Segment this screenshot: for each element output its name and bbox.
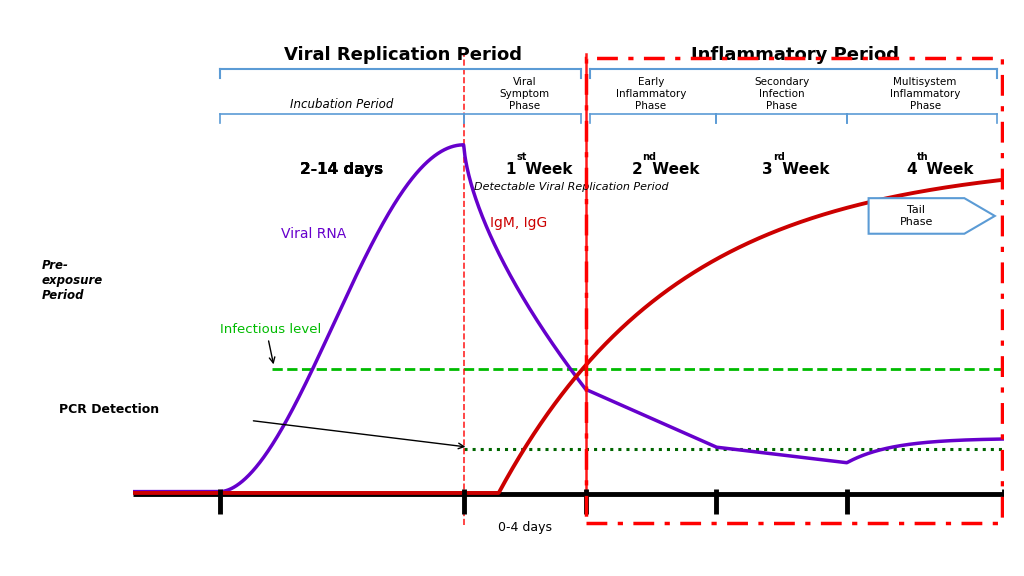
- Text: 2-14 days: 2-14 days: [300, 162, 384, 177]
- Text: IgM, IgG: IgM, IgG: [489, 215, 547, 230]
- Text: Detectable Viral Replication Period: Detectable Viral Replication Period: [474, 182, 669, 192]
- Text: nd: nd: [642, 152, 656, 162]
- Text: 3: 3: [762, 162, 773, 177]
- Text: Viral
Symptom
Phase: Viral Symptom Phase: [500, 77, 550, 112]
- Text: Inflammatory Period: Inflammatory Period: [690, 46, 899, 64]
- Text: Week: Week: [520, 162, 573, 177]
- Text: Pre-
exposure
Period: Pre- exposure Period: [42, 259, 103, 302]
- Text: PCR Detection: PCR Detection: [59, 403, 160, 416]
- Text: Multisystem
Inflammatory
Phase: Multisystem Inflammatory Phase: [890, 77, 961, 112]
- Text: 2: 2: [632, 162, 642, 177]
- Text: 2-14 days: 2-14 days: [300, 162, 384, 177]
- Polygon shape: [868, 198, 994, 234]
- Text: 4: 4: [906, 162, 916, 177]
- Text: Viral RNA: Viral RNA: [281, 227, 346, 241]
- Bar: [586, 58, 1001, 523]
- Text: Week: Week: [921, 162, 974, 177]
- Text: st: st: [516, 152, 526, 162]
- Text: 0-4 days: 0-4 days: [498, 521, 552, 534]
- Text: th: th: [916, 152, 928, 162]
- Text: Incubation Period: Incubation Period: [291, 98, 393, 112]
- Text: Tail
Phase: Tail Phase: [900, 205, 933, 227]
- Text: Secondary
Infection
Phase: Secondary Infection Phase: [754, 77, 809, 112]
- Text: 1: 1: [506, 162, 516, 177]
- Text: Week: Week: [647, 162, 699, 177]
- Text: Infectious level: Infectious level: [220, 323, 322, 336]
- Text: Viral Replication Period: Viral Replication Period: [284, 46, 522, 64]
- Text: Early
Inflammatory
Phase: Early Inflammatory Phase: [615, 77, 686, 112]
- Text: Week: Week: [777, 162, 829, 177]
- Text: 2-14 days: 2-14 days: [300, 162, 384, 177]
- Text: rd: rd: [773, 152, 784, 162]
